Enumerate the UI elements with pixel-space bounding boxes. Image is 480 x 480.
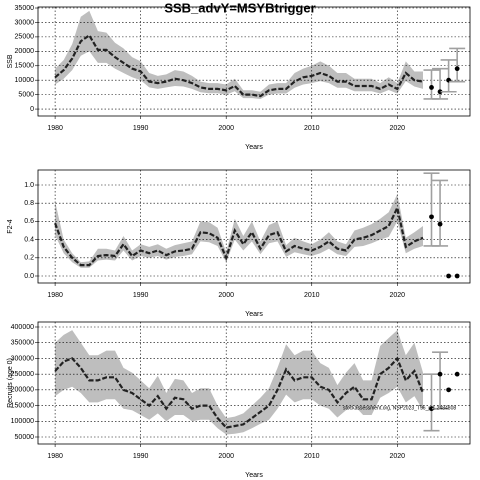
x-tick-label: 1980 [47,292,63,299]
x-axis-label: Years [245,144,263,151]
y-tick-label: 0.2 [24,255,34,262]
x-tick-label: 2010 [304,292,320,299]
projection-point [429,406,434,412]
x-tick-label: 2010 [304,453,320,460]
y-tick-label: 250000 [11,371,34,378]
y-tick-label: 10000 [15,77,35,84]
x-tick-label: 2010 [304,125,320,132]
x-tick-label: 1990 [133,292,149,299]
x-tick-label: 2000 [218,292,234,299]
x-axis-label: Years [245,311,263,318]
y-tick-label: 0.8 [24,200,34,207]
projection-point [437,221,443,227]
x-tick-label: 2000 [218,453,234,460]
projection-point [446,273,452,279]
y-tick-label: 35000 [15,5,35,12]
projection-point [454,273,460,279]
plot-frame [37,321,471,445]
x-tick-label: 2000 [218,125,234,132]
y-tick-label: 0.6 [24,218,34,225]
median-line [54,33,424,98]
x-tick-label: 2020 [389,292,405,299]
annotation: stockassessment.org, NSP2023_T96_pt1.248… [343,405,456,411]
y-tick-label: 400000 [11,324,34,331]
plot-frame [37,6,471,117]
y-tick-label: 30000 [15,19,35,26]
y-tick-label: 5000 [18,91,34,98]
projection-point [446,387,452,393]
y-tick-label: 0 [30,106,34,113]
y-tick-label: 300000 [11,355,34,362]
projection-point [429,214,434,220]
plot-frame [37,169,471,284]
x-tick-label: 1990 [133,125,149,132]
y-tick-label: 25000 [15,34,35,41]
chart-title: SSB_advY=MSYBtrigger [164,0,315,15]
projection-point [429,85,434,90]
y-tick-label: 20000 [15,48,35,55]
projection-point [454,371,460,377]
y-tick-label: 1.0 [24,182,34,189]
projection-point [437,89,443,95]
y-tick-label: 200000 [11,387,34,394]
y-axis-label: Recruits (age 0) [7,358,14,408]
y-tick-label: 150000 [11,402,34,409]
confidence-band [55,330,423,435]
x-tick-label: 1980 [47,125,63,132]
projection-point [437,371,443,377]
x-tick-label: 1990 [133,453,149,460]
y-axis-label: SSB [7,54,14,68]
y-tick-label: 0.4 [24,236,34,243]
y-tick-label: 15000 [15,63,35,70]
x-tick-label: 1980 [47,453,63,460]
y-tick-label: 50000 [15,434,35,441]
projection-point [454,66,460,72]
x-axis-label: Years [245,472,263,479]
median-line [54,356,425,429]
x-tick-label: 2020 [389,125,405,132]
x-tick-label: 2020 [389,453,405,460]
y-tick-label: 350000 [11,340,34,347]
median-line [54,204,424,267]
confidence-band [55,194,423,268]
y-tick-label: 100000 [11,418,34,425]
y-tick-label: 0.0 [24,273,34,280]
y-axis-label: F2-4 [7,219,14,234]
